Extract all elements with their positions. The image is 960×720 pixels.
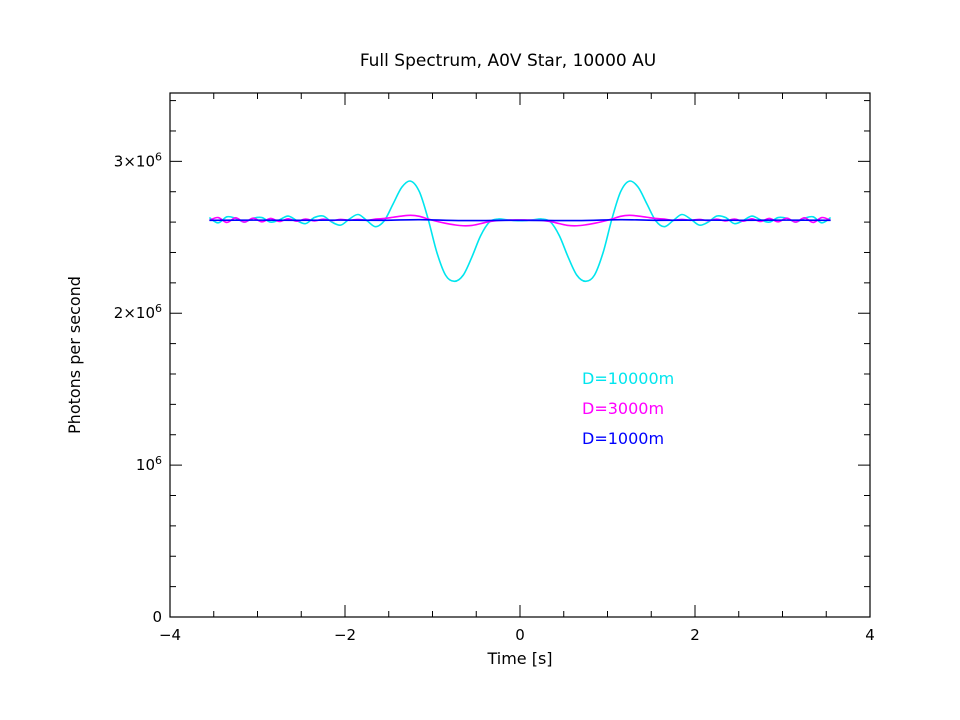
y-tick-label: 3×106 [114,150,162,170]
tick-labels: −4 −2 0 2 4 0 106 2×106 3×106 [114,150,875,644]
x-tick-label: −2 [334,626,356,644]
y-tick-label: 2×106 [114,302,162,322]
series-line-3 [209,218,831,222]
x-tick-label: 0 [515,626,525,644]
x-tick-label: 2 [690,626,700,644]
legend-item-2: D=3000m [582,399,664,418]
legend-item-1: D=10000m [582,369,674,388]
series-layer [208,180,832,283]
x-axis-label: Time [s] [486,649,552,668]
y-tick-label: 106 [136,454,162,474]
chart-title: Full Spectrum, A0V Star, 10000 AU [360,51,656,71]
y-tick-label: 0 [152,608,162,626]
y-axis-label: Photons per second [65,276,84,434]
x-tick-label: 4 [865,626,875,644]
x-tick-label: −4 [159,626,181,644]
legend-item-3: D=1000m [582,429,664,448]
series-line-1 [208,180,832,283]
legend: D=10000m D=3000m D=1000m [582,369,674,448]
plot-frame [169,92,871,618]
axis-ticks [169,93,871,618]
